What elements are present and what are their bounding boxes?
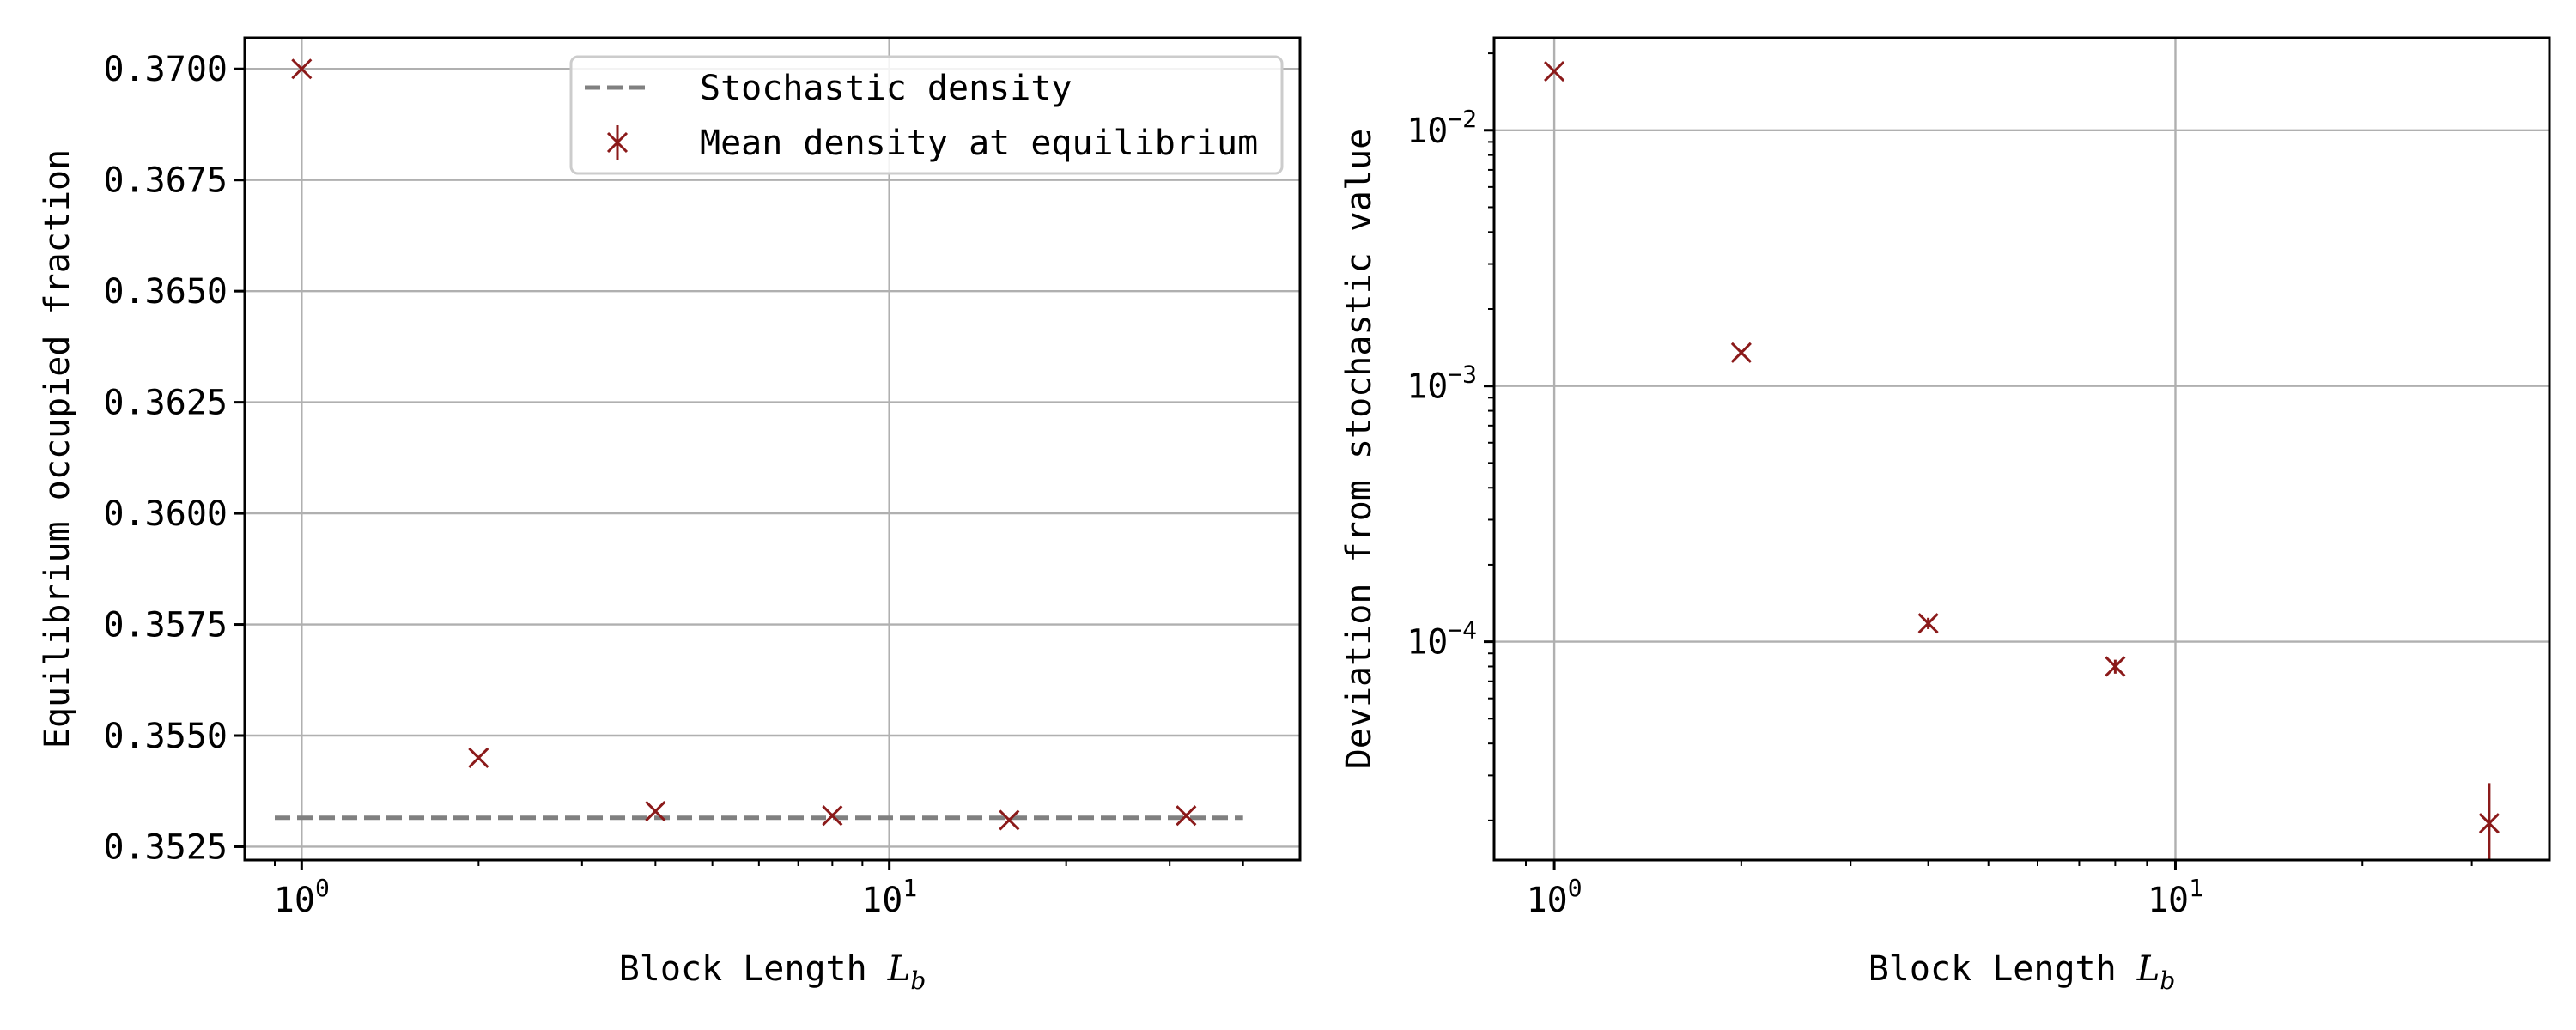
data-point-marker xyxy=(2478,813,2500,834)
data-point-marker xyxy=(2105,656,2126,677)
x-axis-label: Block Length Lb xyxy=(1868,949,2176,995)
y-tick-label: 10−3 xyxy=(1406,360,1477,407)
data-point-marker xyxy=(468,747,489,768)
plot-frame xyxy=(1492,36,2551,862)
x-axis-label: Block Length Lb xyxy=(619,949,927,995)
right-panel-deviation-chart: 100 101 10−4 10−3 10−2 Block Length Lb Deviati… xyxy=(1340,36,2551,995)
data-point-marker xyxy=(291,58,313,80)
y-tick-label: 0.3675 xyxy=(104,161,228,201)
data-point-marker xyxy=(1730,342,1752,363)
data-series xyxy=(1544,61,2500,860)
y-tick-label: 0.3700 xyxy=(104,50,228,89)
y-tick-label: 0.3600 xyxy=(104,494,228,534)
y-tick-label: 0.3575 xyxy=(104,606,228,645)
ticks: 100 101 0.3525 0.3550 0.3575 0.3600 0.3625 0.36… xyxy=(104,50,1244,920)
y-axis-label: Deviation from stochastic value xyxy=(1340,129,1379,770)
x-tick-label: 101 xyxy=(2148,874,2203,920)
legend-entry-label: Mean density at equilibrium xyxy=(700,124,1258,163)
legend-box xyxy=(569,55,1284,175)
legend-marker-swatch xyxy=(606,131,629,154)
ticks: 100 101 10−4 10−3 10−2 xyxy=(1406,52,2473,920)
y-tick-label: 0.3550 xyxy=(104,717,228,756)
y-tick-label: 0.3625 xyxy=(104,384,228,423)
data-point-marker xyxy=(1544,61,1565,82)
legend: Stochastic density Mean density at equili… xyxy=(569,55,1284,175)
x-tick-label: 100 xyxy=(274,874,330,920)
data-point-marker xyxy=(1176,805,1197,827)
y-tick-label: 0.3650 xyxy=(104,272,228,312)
data-point-marker xyxy=(645,800,666,822)
x-tick-label: 101 xyxy=(861,874,917,920)
y-tick-label: 10−2 xyxy=(1406,105,1477,151)
y-axis-label: Equilibrium occupied fraction xyxy=(38,149,77,748)
grid-lines xyxy=(1494,38,2549,860)
data-series xyxy=(291,58,1197,831)
data-point-marker xyxy=(1917,613,1939,634)
y-tick-label: 0.3525 xyxy=(104,827,228,867)
data-point-marker xyxy=(999,809,1020,831)
data-point-marker xyxy=(822,805,843,827)
plot-frame xyxy=(243,36,1302,862)
legend-entry-label: Stochastic density xyxy=(700,69,1072,108)
left-panel-density-chart: 100 101 0.3525 0.3550 0.3575 0.3600 0.3625 0.36… xyxy=(38,36,1302,995)
x-tick-label: 100 xyxy=(1527,874,1583,920)
y-tick-label: 10−4 xyxy=(1406,616,1477,663)
